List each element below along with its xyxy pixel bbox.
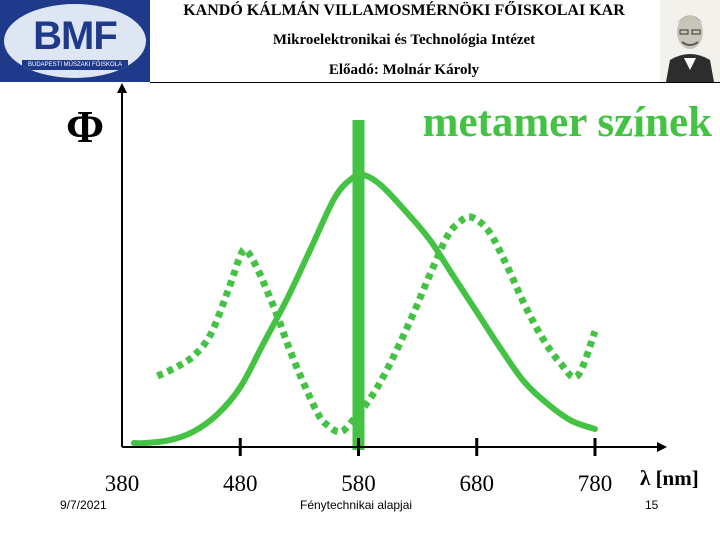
footer-page-number: 15 <box>645 498 659 512</box>
metameric-spectrum-dotted <box>155 213 599 436</box>
footer-course: Fénytechnikai alapjai <box>300 498 413 512</box>
slide-title: metamer színek <box>422 99 712 146</box>
x-axis-label: λ [nm] <box>640 466 699 490</box>
x-tick-label-380: 380 <box>104 471 140 496</box>
school-logo: BMF BUDAPESTI MŰSZAKI FŐISKOLA <box>0 0 150 82</box>
x-tick-label-680: 680 <box>459 471 495 496</box>
curve-layer <box>130 120 599 450</box>
logo-subtitle: BUDAPESTI MŰSZAKI FŐISKOLA <box>22 60 128 70</box>
faculty-name: KANDÓ KÁLMÁN VILLAMOSMÉRNÖKI FŐISKOLAI K… <box>183 2 625 19</box>
logo-emblem: BMF BUDAPESTI MŰSZAKI FŐISKOLA <box>4 4 146 78</box>
logo-text: BMF <box>33 14 118 58</box>
institute-name: Mikroelektronikai és Technológia Intézet <box>272 32 536 48</box>
x-tick-label-480: 480 <box>223 471 258 496</box>
header-divider <box>150 82 720 83</box>
lecturer-name: Előadó: Molnár Károly <box>328 62 480 78</box>
axes-layer <box>117 83 667 456</box>
x-tick-label-780: 780 <box>577 471 613 496</box>
portrait-image <box>660 0 720 82</box>
x-tick-label-580: 580 <box>341 471 376 496</box>
monochromatic-line <box>352 120 365 450</box>
y-axis-symbol: Φ <box>66 101 105 152</box>
footer-date: 9/7/2021 <box>60 498 107 512</box>
